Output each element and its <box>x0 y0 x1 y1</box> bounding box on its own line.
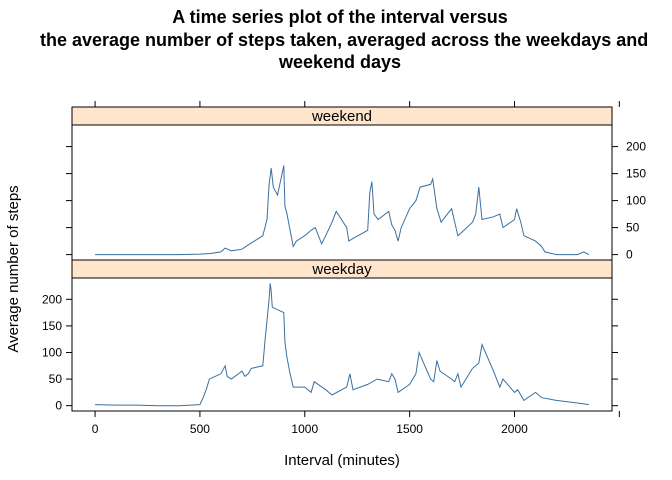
y-tick-label-weekday: 200 <box>42 292 62 306</box>
x-axis-label: Interval (minutes) <box>284 452 400 469</box>
y-tick-label-weekday: 50 <box>49 372 63 386</box>
x-tick-label: 2000 <box>501 422 528 436</box>
x-tick-label: 1500 <box>396 422 423 436</box>
x-tick-label: 1000 <box>291 422 318 436</box>
y-axis-label: Average number of steps <box>5 185 22 352</box>
series-line-weekday <box>95 283 589 407</box>
chart-title-line-2: the average number of steps taken, avera… <box>40 30 648 50</box>
x-tick-label: 0 <box>92 422 99 436</box>
chart-title-line-3: weekend days <box>278 52 401 72</box>
y-tick-label-weekend: 0 <box>626 248 633 262</box>
series-line-weekend <box>95 165 590 256</box>
panel-frame-weekday <box>71 277 613 412</box>
y-tick-label-weekend: 50 <box>626 221 640 235</box>
y-tick-label-weekend: 100 <box>626 194 646 208</box>
y-tick-label-weekday: 150 <box>42 319 62 333</box>
panel-strip-label-weekday: weekday <box>311 261 372 278</box>
y-tick-label-weekday: 0 <box>55 399 62 413</box>
y-tick-label-weekend: 150 <box>626 167 646 181</box>
x-tick-label: 500 <box>190 422 210 436</box>
panel-frame-weekend <box>71 124 613 261</box>
panel-strip-label-weekend: weekend <box>311 108 372 125</box>
y-tick-label-weekday: 100 <box>42 345 62 359</box>
chart-title-line-1: A time series plot of the interval versu… <box>172 7 507 27</box>
y-tick-label-weekend: 200 <box>626 140 646 154</box>
